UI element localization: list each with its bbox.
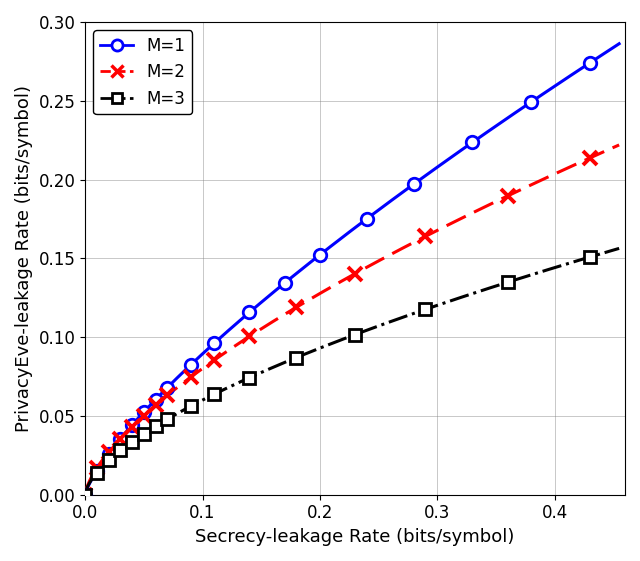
M=1	[468, 139, 476, 146]
M=3	[163, 416, 171, 422]
M=3	[586, 254, 594, 260]
M=2	[292, 304, 300, 311]
M=3	[292, 354, 300, 361]
Line: M=1: M=1	[79, 57, 596, 501]
M=2	[163, 392, 171, 399]
M=1	[410, 181, 417, 187]
M=3	[140, 430, 148, 437]
M=3	[152, 423, 159, 430]
M=1	[140, 408, 148, 415]
M=3	[351, 331, 359, 338]
M=2	[81, 491, 89, 498]
M=1	[527, 99, 535, 105]
M=2	[116, 435, 124, 442]
M=2	[351, 270, 359, 277]
M=1	[93, 467, 100, 474]
M=1	[105, 450, 113, 457]
M=3	[246, 374, 253, 381]
M=2	[152, 402, 159, 408]
M=1	[187, 361, 195, 368]
M=1	[163, 384, 171, 391]
M=2	[105, 449, 113, 456]
Line: M=2: M=2	[78, 151, 596, 502]
X-axis label: Secrecy-leakage Rate (bits/symbol): Secrecy-leakage Rate (bits/symbol)	[195, 528, 515, 546]
M=1	[586, 59, 594, 66]
M=3	[93, 469, 100, 476]
M=2	[140, 412, 148, 419]
Legend: M=1, M=2, M=3: M=1, M=2, M=3	[93, 30, 193, 114]
M=1	[128, 422, 136, 429]
M=2	[422, 233, 429, 240]
M=3	[81, 491, 89, 498]
M=3	[116, 447, 124, 454]
M=2	[93, 465, 100, 471]
Y-axis label: PrivacyEve-leakage Rate (bits/symbol): PrivacyEve-leakage Rate (bits/symbol)	[15, 85, 33, 432]
M=2	[246, 333, 253, 340]
M=1	[211, 340, 218, 347]
M=2	[128, 423, 136, 430]
M=1	[116, 435, 124, 442]
M=3	[422, 306, 429, 312]
M=1	[246, 309, 253, 316]
M=3	[504, 279, 511, 286]
M=1	[152, 396, 159, 403]
M=1	[281, 279, 289, 286]
M=2	[187, 374, 195, 380]
Line: M=3: M=3	[79, 251, 595, 500]
M=1	[81, 491, 89, 498]
M=1	[363, 215, 371, 222]
M=2	[211, 357, 218, 364]
M=3	[211, 391, 218, 398]
M=3	[187, 403, 195, 410]
M=3	[128, 438, 136, 445]
M=3	[105, 457, 113, 464]
M=2	[586, 155, 594, 162]
M=1	[316, 251, 324, 258]
M=2	[504, 192, 511, 199]
